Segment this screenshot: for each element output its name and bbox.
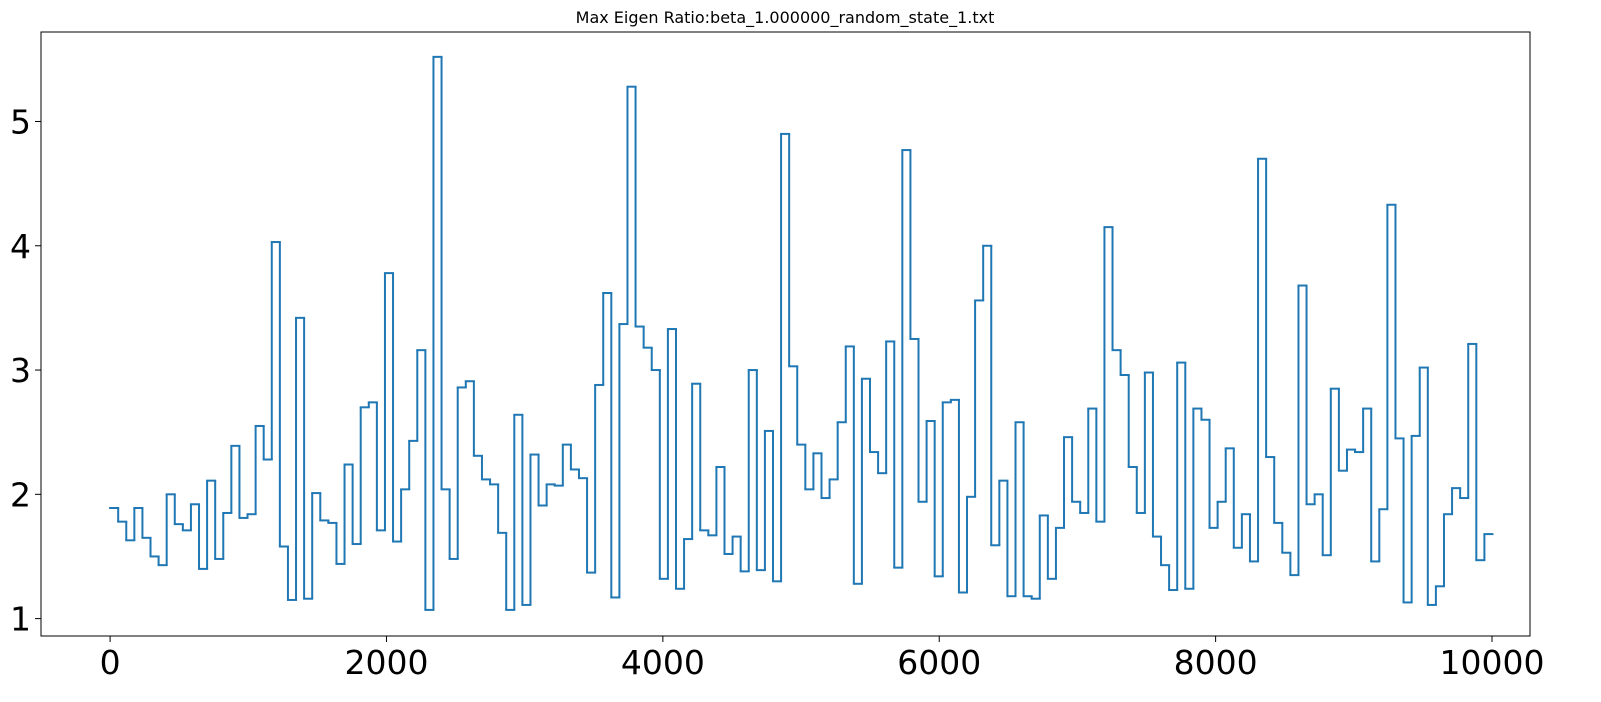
y-tick-label: 5 xyxy=(10,102,31,141)
x-tick-label: 0 xyxy=(100,643,121,682)
y-tick-label: 4 xyxy=(10,227,31,266)
chart-title: Max Eigen Ratio:beta_1.000000_random_sta… xyxy=(576,8,995,28)
x-tick-label: 4000 xyxy=(621,643,705,682)
x-tick-label: 2000 xyxy=(344,643,428,682)
x-tick-label: 10000 xyxy=(1440,643,1545,682)
y-tick-label: 3 xyxy=(10,351,31,390)
plot-frame xyxy=(40,31,1531,637)
y-tick-label: 1 xyxy=(10,600,31,639)
x-tick-label: 8000 xyxy=(1174,643,1258,682)
x-tick-label: 6000 xyxy=(897,643,981,682)
y-tick-label: 2 xyxy=(10,475,31,514)
